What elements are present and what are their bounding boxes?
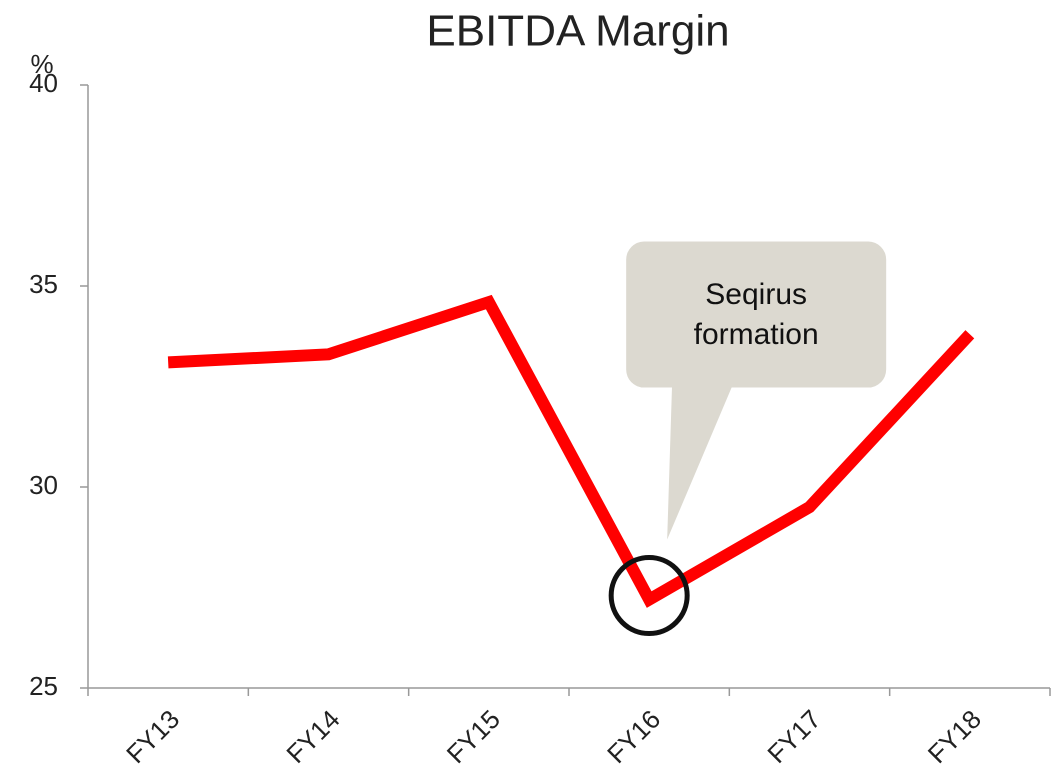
- chart-title: EBITDA Margin: [426, 7, 729, 56]
- x-tick-label: FY14: [280, 704, 345, 769]
- annotation: Seqirus formation: [693, 277, 819, 351]
- y-tick-label: 40: [29, 68, 58, 98]
- y-tick-label: 30: [29, 470, 58, 500]
- callout-tail: [667, 381, 735, 540]
- series-line: [167, 294, 975, 608]
- x-tick-label: FY15: [441, 704, 506, 769]
- x-tick-label: FY17: [761, 704, 826, 769]
- x-tick-label: FY18: [922, 704, 987, 769]
- y-axis-label: %: [30, 49, 53, 79]
- callout-box: [626, 241, 887, 388]
- x-tick-label: FY16: [601, 704, 666, 769]
- y-tick-label: 25: [29, 671, 58, 701]
- x-tick-label: FY13: [120, 704, 185, 769]
- highlight-circle: [608, 555, 690, 637]
- y-tick-label: 35: [29, 269, 58, 299]
